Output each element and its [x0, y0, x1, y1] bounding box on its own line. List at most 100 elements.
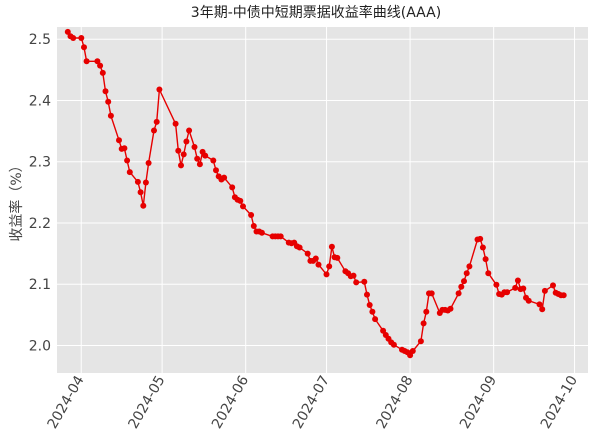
data-point [372, 316, 379, 323]
x-tick-label: 2024-10 [538, 373, 581, 432]
plot-panel [57, 27, 588, 373]
data-point [196, 161, 203, 168]
data-point [237, 197, 244, 204]
x-tick-label: 2024-08 [373, 373, 416, 432]
y-tick-label: 2.5 [29, 32, 51, 48]
data-point [153, 118, 160, 125]
data-point [390, 341, 397, 348]
data-point [126, 169, 133, 176]
data-point [458, 283, 465, 290]
data-point [550, 282, 556, 289]
data-point [520, 285, 527, 292]
data-point [250, 223, 257, 229]
data-point [304, 250, 311, 257]
data-point [240, 203, 246, 210]
data-point [536, 301, 543, 308]
data-point [202, 152, 209, 159]
data-point [248, 212, 255, 218]
data-point [366, 302, 373, 308]
data-point [97, 62, 104, 69]
x-tick-label: 2024-09 [457, 373, 500, 432]
data-point [64, 28, 71, 35]
data-point [479, 244, 486, 251]
data-point [466, 263, 473, 270]
data-point [137, 189, 144, 196]
y-tick-label: 2.0 [29, 338, 51, 354]
data-point [482, 256, 489, 263]
data-point [178, 162, 184, 169]
data-point [461, 278, 467, 285]
data-point [369, 308, 376, 315]
chart-title: 3年期-中债中短期票据收益率曲线(AAA) [191, 4, 441, 21]
data-point [186, 127, 193, 134]
y-tick-label: 2.4 [29, 93, 51, 109]
data-point [493, 281, 500, 288]
data-point [525, 297, 532, 304]
data-point [485, 270, 492, 277]
data-point [361, 278, 368, 285]
data-point [428, 290, 435, 297]
x-tick-labels: 2024-04 2024-05 2024-06 2024-07 2024-08 2024-… [45, 373, 581, 432]
data-point [229, 184, 236, 191]
data-point [194, 155, 201, 162]
data-point [81, 44, 87, 51]
data-point [78, 35, 85, 41]
data-point [102, 88, 109, 95]
data-point [312, 255, 319, 262]
data-point [145, 160, 152, 166]
data-point [512, 284, 519, 291]
y-tick-labels: 2.0 2.1 2.2 2.3 2.4 2.5 [29, 32, 51, 354]
data-point [477, 235, 484, 242]
data-point [326, 263, 333, 270]
data-point [210, 157, 217, 164]
data-point [328, 243, 335, 250]
data-point [296, 244, 303, 251]
data-point [70, 35, 77, 41]
data-point [94, 58, 101, 65]
y-tick-label: 2.2 [29, 216, 51, 232]
data-point [353, 279, 360, 286]
data-point [420, 320, 427, 327]
data-point [539, 306, 546, 313]
data-point [364, 291, 370, 298]
data-point [116, 137, 122, 144]
y-tick-label: 2.1 [29, 277, 51, 293]
data-point [124, 157, 131, 164]
data-point [541, 287, 548, 294]
data-point [258, 229, 265, 236]
data-point [213, 167, 219, 174]
x-tick-label: 2024-04 [45, 373, 88, 432]
data-point [191, 144, 198, 150]
data-point [83, 58, 90, 65]
data-point [180, 151, 187, 158]
data-point [423, 308, 430, 315]
data-point [380, 327, 387, 334]
data-point [277, 233, 284, 240]
x-tick-label: 2024-07 [290, 373, 333, 432]
data-point [142, 179, 149, 186]
data-point [447, 305, 454, 312]
data-point [409, 348, 416, 354]
grid-layer [57, 27, 588, 373]
data-point [504, 289, 511, 296]
data-point [183, 138, 190, 145]
data-point [455, 290, 462, 297]
y-axis-label: 收益率（%） [8, 158, 25, 241]
x-tick-label: 2024-05 [125, 373, 168, 432]
data-point [221, 174, 228, 181]
data-point [172, 120, 179, 127]
y-tick-label: 2.3 [29, 155, 51, 171]
x-tick-label: 2024-06 [209, 373, 252, 432]
data-point [156, 86, 163, 93]
data-point [323, 271, 330, 278]
data-point [151, 127, 157, 134]
data-point [134, 178, 141, 185]
data-point [463, 270, 470, 277]
data-point [175, 147, 182, 154]
data-point [514, 277, 521, 284]
data-point [140, 202, 147, 209]
data-point [107, 112, 114, 119]
data-point [350, 272, 357, 279]
